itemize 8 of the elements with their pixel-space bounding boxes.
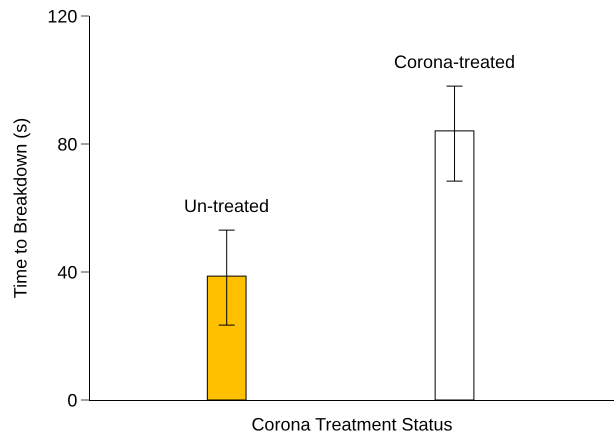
y-tick-label: 80 xyxy=(57,134,78,154)
y-tick-label: 120 xyxy=(47,6,78,26)
x-axis-title: Corona Treatment Status xyxy=(251,414,453,434)
annotation: Corona-treated xyxy=(394,52,516,72)
annotation: Un-treated xyxy=(184,196,270,216)
y-axis-title: Time to Breakdown (s) xyxy=(10,118,31,298)
y-tick-label: 0 xyxy=(67,390,78,410)
y-tick-label: 40 xyxy=(57,262,78,282)
